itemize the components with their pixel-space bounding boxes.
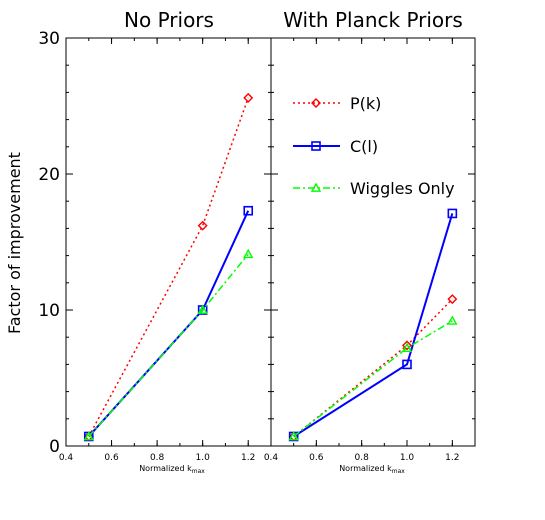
left-series-cl-point <box>243 205 254 216</box>
left-x-tick-label: 0.8 <box>150 453 165 463</box>
right-x-axis-label-subscript: max <box>392 468 406 475</box>
right-series-pk-point <box>447 294 458 305</box>
left-x-tick-label: 0.6 <box>104 453 119 463</box>
right-panel: 0.4 0.6 0.8 1.0 1.2 Normalized kmax P(k) C(l)… <box>264 37 476 475</box>
left-series-cl-line <box>88 210 250 438</box>
right-series-pk-point <box>402 340 412 351</box>
y-tick-label: 30 <box>38 29 60 49</box>
right-x-tick-label: 0.6 <box>309 453 324 463</box>
left-x-axis-label-subscript: max <box>192 468 206 475</box>
legend-cl-label: C(l) <box>350 137 378 156</box>
right-panel-title: With Planck Priors <box>283 8 463 32</box>
right-y-ticks <box>271 37 475 447</box>
left-x-ticks: 0.4 0.6 0.8 1.0 1.2 <box>59 38 272 463</box>
y-tick-label: 0 <box>49 437 60 457</box>
right-x-axis-label-main: Normalized k <box>339 464 392 473</box>
right-series <box>288 208 458 442</box>
left-x-tick-label: 1.0 <box>196 453 211 463</box>
left-x-axis-label: Normalized kmax <box>139 464 205 475</box>
left-y-ticks: 0 10 20 30 <box>38 29 271 457</box>
right-series-cl-point <box>402 359 412 370</box>
right-x-tick-label: 0.8 <box>355 453 370 463</box>
left-series-wiggles-point <box>83 431 94 441</box>
right-plot-frame <box>270 37 476 447</box>
y-tick-label: 10 <box>38 301 60 321</box>
right-series-wiggles-line <box>293 320 453 438</box>
y-axis-label: Factor of improvement <box>5 152 24 334</box>
left-x-axis-label-main: Normalized k <box>139 464 192 473</box>
right-x-tick-label: 0.4 <box>264 453 279 463</box>
left-series <box>83 92 254 442</box>
right-series-wiggles-point <box>447 315 458 325</box>
right-x-tick-label: 1.0 <box>400 453 415 463</box>
right-series-cl-point <box>447 208 458 219</box>
right-series-cl-line <box>293 213 454 438</box>
left-x-tick-label: 1.2 <box>241 453 255 463</box>
right-x-ticks: 0.4 0.6 0.8 1.0 1.2 <box>264 38 476 463</box>
legend: P(k) C(l) Wiggles Only <box>293 94 455 198</box>
right-series-pk-line <box>293 298 453 438</box>
right-x-axis-label: Normalized kmax <box>339 464 405 475</box>
left-series-wiggles-point <box>197 304 208 314</box>
left-panel-title: No Priors <box>124 8 214 32</box>
left-series-pk-point <box>197 220 208 231</box>
left-x-tick-label: 0.4 <box>59 453 74 463</box>
left-series-pk-point <box>243 92 254 103</box>
legend-pk-marker <box>311 98 321 108</box>
right-x-tick-label: 1.2 <box>445 453 459 463</box>
right-series-wiggles-point <box>288 431 299 441</box>
legend-cl-marker <box>311 141 321 151</box>
legend-wiggles-label: Wiggles Only <box>350 179 455 198</box>
left-series-wiggles-point <box>243 248 254 259</box>
left-panel: 0.4 0.6 0.8 1.0 1.2 0 10 20 30 Normalized kmax <box>38 29 272 475</box>
left-series-pk-line <box>88 97 249 437</box>
right-series-wiggles-point <box>401 342 413 352</box>
left-plot-frame <box>65 37 272 447</box>
legend-wiggles-marker <box>310 182 322 192</box>
left-series-wiggles-line <box>88 253 249 437</box>
legend-pk-label: P(k) <box>350 94 381 113</box>
y-tick-label: 20 <box>38 165 60 185</box>
